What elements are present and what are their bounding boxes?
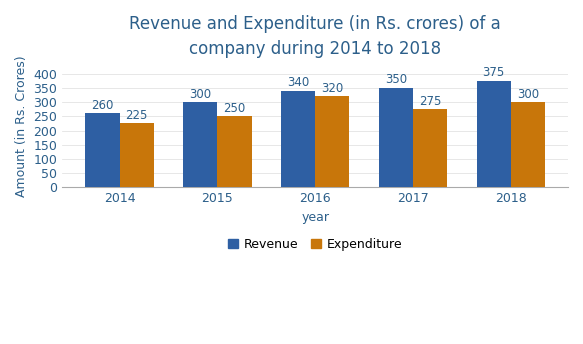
X-axis label: year: year [301, 211, 329, 224]
Legend: Revenue, Expenditure: Revenue, Expenditure [223, 233, 408, 256]
Text: 300: 300 [517, 88, 539, 101]
Bar [281, 91, 315, 187]
Bar [315, 96, 349, 187]
Text: 350: 350 [385, 74, 407, 86]
Text: 275: 275 [419, 95, 441, 108]
Bar [511, 102, 545, 187]
Bar [413, 109, 447, 187]
Text: 250: 250 [223, 102, 245, 115]
Text: 260: 260 [91, 99, 114, 112]
Text: 300: 300 [189, 88, 211, 101]
Title: Revenue and Expenditure (in Rs. crores) of a
company during 2014 to 2018: Revenue and Expenditure (in Rs. crores) … [129, 15, 501, 58]
Bar [120, 123, 154, 187]
Text: 225: 225 [125, 109, 148, 122]
Bar [85, 114, 120, 187]
Bar [476, 81, 511, 187]
Text: 340: 340 [287, 76, 309, 89]
Bar [217, 116, 252, 187]
Y-axis label: Amount (in Rs. Crores): Amount (in Rs. Crores) [15, 55, 28, 197]
Bar [183, 102, 217, 187]
Text: 375: 375 [483, 66, 505, 79]
Text: 320: 320 [321, 82, 343, 95]
Bar [379, 88, 413, 187]
